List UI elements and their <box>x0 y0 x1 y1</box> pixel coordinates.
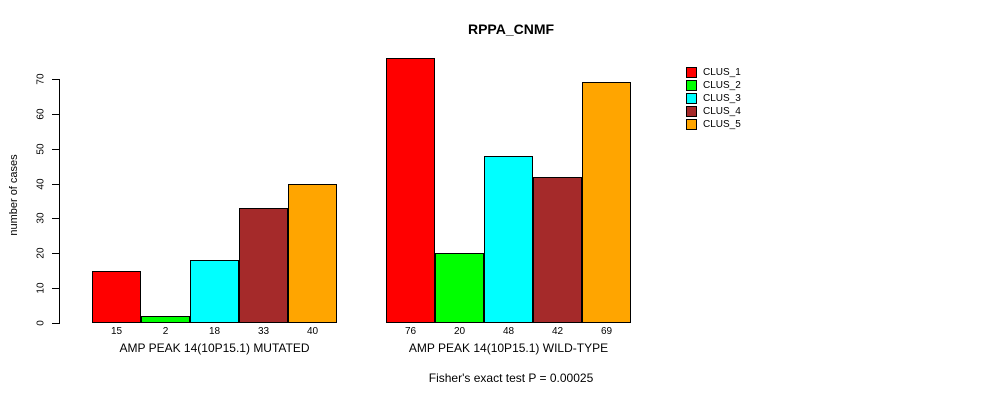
y-axis-tick-label: 50 <box>35 143 47 155</box>
y-axis-tick-label: 0 <box>35 320 47 326</box>
y-axis-tick <box>52 253 59 255</box>
bar-value-label: 40 <box>306 326 319 337</box>
bar-value-label: 33 <box>257 326 270 337</box>
legend-swatch-clus_1 <box>686 67 697 78</box>
bar-value-label: 76 <box>404 326 417 337</box>
legend-item-clus_3: CLUS_3 <box>686 92 741 105</box>
bar-clus_5-group2 <box>582 82 631 323</box>
y-axis-line <box>59 78 60 324</box>
bar-clus_1-group1 <box>92 270 141 323</box>
bar-clus_2-group1 <box>141 316 190 323</box>
legend-swatch-clus_4 <box>686 106 697 118</box>
y-axis-tick <box>52 148 59 150</box>
y-axis-tick <box>52 288 59 290</box>
bar-value-label: 15 <box>110 326 123 337</box>
y-axis-tick-label: 20 <box>35 247 47 259</box>
legend-swatch-clus_3 <box>686 93 697 105</box>
bar-clus_3-group1 <box>190 260 239 323</box>
y-axis-tick <box>52 183 59 185</box>
chart-title: RPPA_CNMF <box>467 21 555 37</box>
bar-value-label: 2 <box>162 326 169 337</box>
y-axis-tick-label: 10 <box>35 282 47 294</box>
legend-label: CLUS_4 <box>703 106 741 118</box>
bar-value-label: 18 <box>208 326 221 337</box>
bar-clus_3-group2 <box>484 155 533 323</box>
bar-value-label: 20 <box>453 326 466 337</box>
y-axis-tick-label: 70 <box>35 73 47 85</box>
group-label: AMP PEAK 14(10P15.1) MUTATED <box>119 341 310 355</box>
legend-label: CLUS_5 <box>703 119 741 131</box>
y-axis-tick-label: 40 <box>35 177 47 190</box>
legend-item-clus_1: CLUS_1 <box>686 66 741 79</box>
legend-item-clus_2: CLUS_2 <box>686 79 741 92</box>
legend-label: CLUS_2 <box>703 80 741 92</box>
y-axis-tick <box>52 323 59 324</box>
group-label: AMP PEAK 14(10P15.1) WILD-TYPE <box>408 341 609 355</box>
bar-clus_2-group2 <box>435 253 484 323</box>
legend-swatch-clus_5 <box>686 119 697 131</box>
y-axis-tick <box>52 218 59 220</box>
legend-item-clus_4: CLUS_4 <box>686 105 741 118</box>
legend-swatch-clus_2 <box>686 80 697 92</box>
legend-item-clus_5: CLUS_5 <box>686 118 741 131</box>
bar-clus_4-group1 <box>239 207 288 323</box>
bar-value-label: 42 <box>551 326 564 337</box>
legend-label: CLUS_3 <box>703 93 741 105</box>
footer-annotation: Fisher's exact test P = 0.00025 <box>428 371 594 385</box>
bar-clus_1-group2 <box>386 58 435 323</box>
y-axis-tick <box>52 78 59 80</box>
legend-label: CLUS_1 <box>703 67 741 78</box>
bar-value-label: 69 <box>600 326 613 337</box>
legend: CLUS_1 CLUS_2 CLUS_3 CLUS_4 CLUS_5 <box>686 66 776 138</box>
y-axis-tick-label: 30 <box>35 212 47 224</box>
bar-clus_4-group2 <box>533 176 582 323</box>
y-axis-tick-label: 60 <box>35 108 47 120</box>
bar-value-label: 48 <box>502 326 515 337</box>
bar-clus_5-group1 <box>288 183 337 323</box>
y-axis-tick <box>52 113 59 115</box>
